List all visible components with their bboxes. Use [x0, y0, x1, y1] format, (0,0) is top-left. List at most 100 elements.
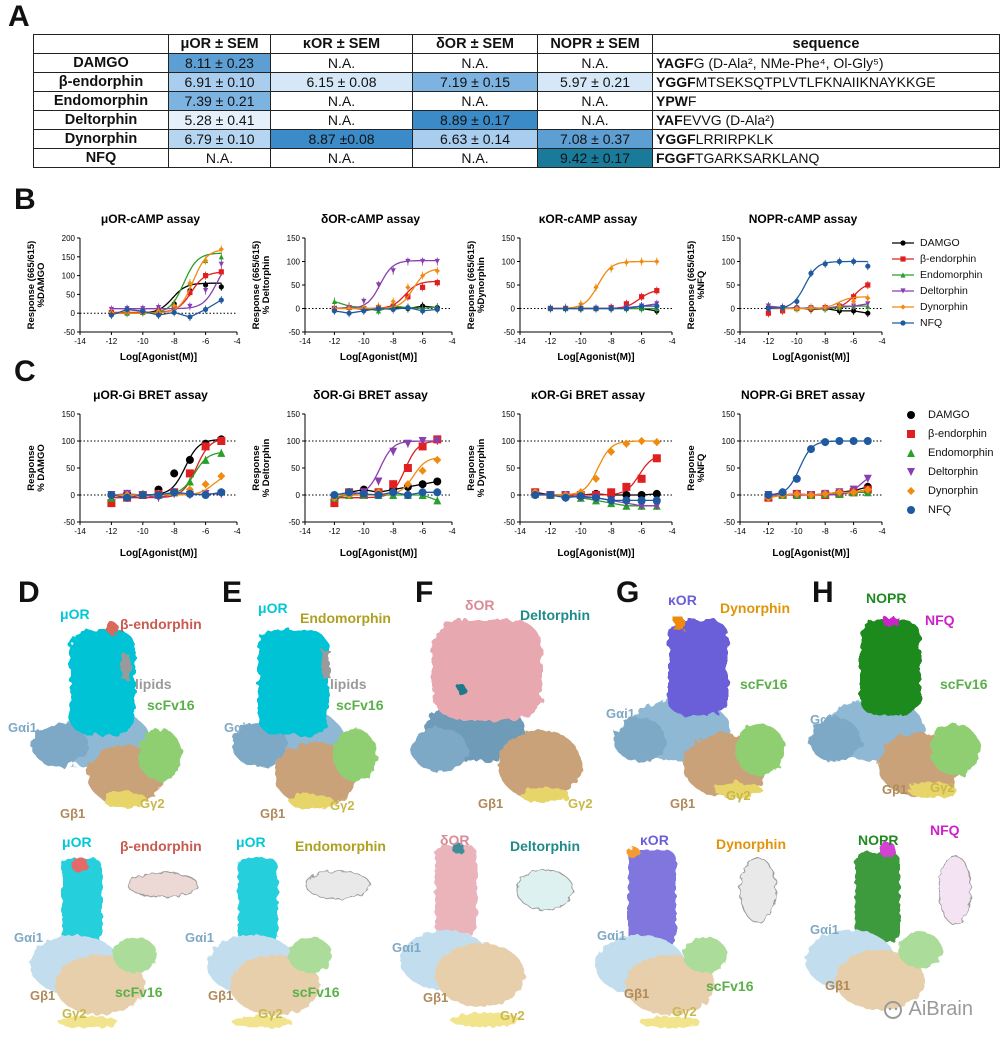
x-tick-label: -4	[878, 527, 886, 536]
data-point	[201, 442, 210, 451]
ligand-name: Endomorphin	[33, 91, 169, 111]
x-tick-label: -12	[106, 527, 118, 536]
data-point	[185, 489, 194, 498]
h2-receptor-label: NOPR	[858, 832, 899, 848]
data-point	[375, 305, 382, 312]
series-nfq	[531, 491, 661, 505]
data-point	[418, 480, 427, 489]
chart-delta-camp: δOR-cAMP assay Response (665/615)% Deltor…	[251, 212, 456, 363]
y-tick-label: 0	[731, 305, 736, 314]
x-tick-label: -10	[575, 527, 587, 536]
data-point	[822, 261, 828, 267]
table-row: Endomorphin 7.39 ± 0.21 N.A. N.A. N.A. YPWF	[33, 91, 1000, 111]
f-gai-label: Gαi1	[420, 730, 449, 745]
y-axis-label: % Deltorphin	[261, 439, 272, 498]
data-point	[185, 485, 194, 494]
chart-title: κOR-Gi BRET assay	[531, 388, 645, 402]
data-point	[331, 298, 337, 305]
data-point	[821, 489, 830, 498]
legend-marker	[907, 487, 915, 495]
y-tick-label: 0	[511, 491, 516, 500]
sequence-rest: LRRIRPKLK	[695, 131, 774, 147]
data-point	[218, 284, 224, 290]
potency-cell: 6.79 ± 0.10	[168, 129, 271, 149]
data-point	[531, 491, 540, 499]
data-point	[765, 305, 771, 312]
panel-label-c: C	[14, 355, 36, 388]
data-point	[592, 493, 600, 502]
legend-marker	[907, 506, 915, 514]
chart-title: μOR-Gi BRET assay	[93, 388, 208, 402]
f-gb-label: Gβ1	[478, 796, 504, 811]
data-point	[420, 284, 426, 290]
data-point	[637, 474, 646, 483]
y-tick-label: -50	[503, 328, 515, 337]
x-tick-label: -12	[329, 527, 341, 536]
chart-mu-bret: μOR-Gi BRET assay Response% DAMGO -50 0 50 10…	[26, 388, 241, 559]
data-point	[623, 259, 629, 266]
x-axis-label: Log[Agonist(M)]	[120, 548, 197, 559]
series-nfq	[107, 488, 226, 502]
table-header-row: μOR ± SEM κOR ± SEM δOR ± SEM NOPR ± SEM…	[33, 34, 1000, 54]
data-point	[389, 488, 398, 497]
potency-cell: N.A.	[270, 53, 413, 73]
panel-label-f: F	[415, 576, 434, 609]
data-point	[217, 472, 226, 481]
data-point	[851, 258, 857, 265]
y-axis-label: Response	[26, 445, 37, 490]
y-tick-label: 100	[502, 437, 516, 446]
data-point	[218, 269, 224, 275]
x-axis-label: Log[Agonist(M)]	[557, 548, 634, 559]
data-point	[433, 455, 442, 464]
x-tick-label: -14	[74, 337, 86, 346]
x-tick-label: -12	[763, 527, 775, 536]
potency-cell: N.A.	[537, 110, 653, 130]
h-receptor-label: NOPR	[866, 590, 907, 606]
potency-cell: N.A.	[270, 91, 413, 111]
y-tick-label: 50	[506, 281, 515, 290]
sequence-cell: YPWF	[652, 91, 1000, 111]
legend-label: Dynorphin	[920, 301, 968, 313]
x-tick-label: -6	[850, 337, 858, 346]
legend-marker	[907, 411, 915, 419]
ligand-name: β-endorphin	[33, 72, 169, 92]
x-tick-label: -14	[74, 527, 86, 536]
data-point	[434, 306, 440, 313]
x-axis-label: Log[Agonist(M)]	[120, 352, 197, 363]
y-tick-label: 0	[71, 491, 76, 500]
f-gg-label: Gγ2	[568, 796, 593, 811]
data-point	[375, 282, 382, 288]
y-tick-label: 150	[62, 253, 76, 262]
g-gg-label: Gγ2	[726, 788, 751, 803]
data-point	[639, 294, 645, 300]
x-tick-label: -12	[545, 527, 557, 536]
data-point	[907, 411, 915, 419]
data-point	[652, 496, 661, 505]
data-point	[851, 298, 857, 305]
potency-cell: 7.39 ± 0.21	[168, 91, 271, 111]
g-ligand-label: Dynorphin	[720, 600, 790, 616]
y-tick-label: 0	[511, 305, 516, 314]
data-point	[907, 487, 915, 495]
y-tick-label: 150	[287, 234, 301, 243]
chart-nopr-bret: NOPR-Gi BRET assay Response %NFQ -50 0 50 100 1…	[686, 388, 886, 559]
sequence-motif: YAGF	[656, 55, 694, 71]
data-point	[405, 258, 411, 265]
x-axis-label: Log[Agonist(M)]	[340, 352, 417, 363]
data-point	[851, 294, 857, 300]
legend-marker	[907, 449, 915, 457]
h-scfv-label: scFv16	[940, 676, 988, 692]
data-point	[418, 442, 427, 451]
data-point	[900, 304, 906, 310]
x-tick-label: -10	[137, 527, 149, 536]
y-axis-label: %DAMGO	[36, 263, 47, 308]
x-tick-label: -4	[448, 337, 456, 346]
data-point	[652, 438, 661, 447]
fit-curve	[111, 249, 222, 314]
y-tick-label: 150	[502, 410, 516, 419]
data-point	[794, 298, 800, 305]
y-tick-label: 50	[291, 281, 300, 290]
data-point	[345, 488, 354, 497]
d2-receptor-label: μOR	[62, 834, 92, 850]
legend-marker	[892, 240, 914, 246]
